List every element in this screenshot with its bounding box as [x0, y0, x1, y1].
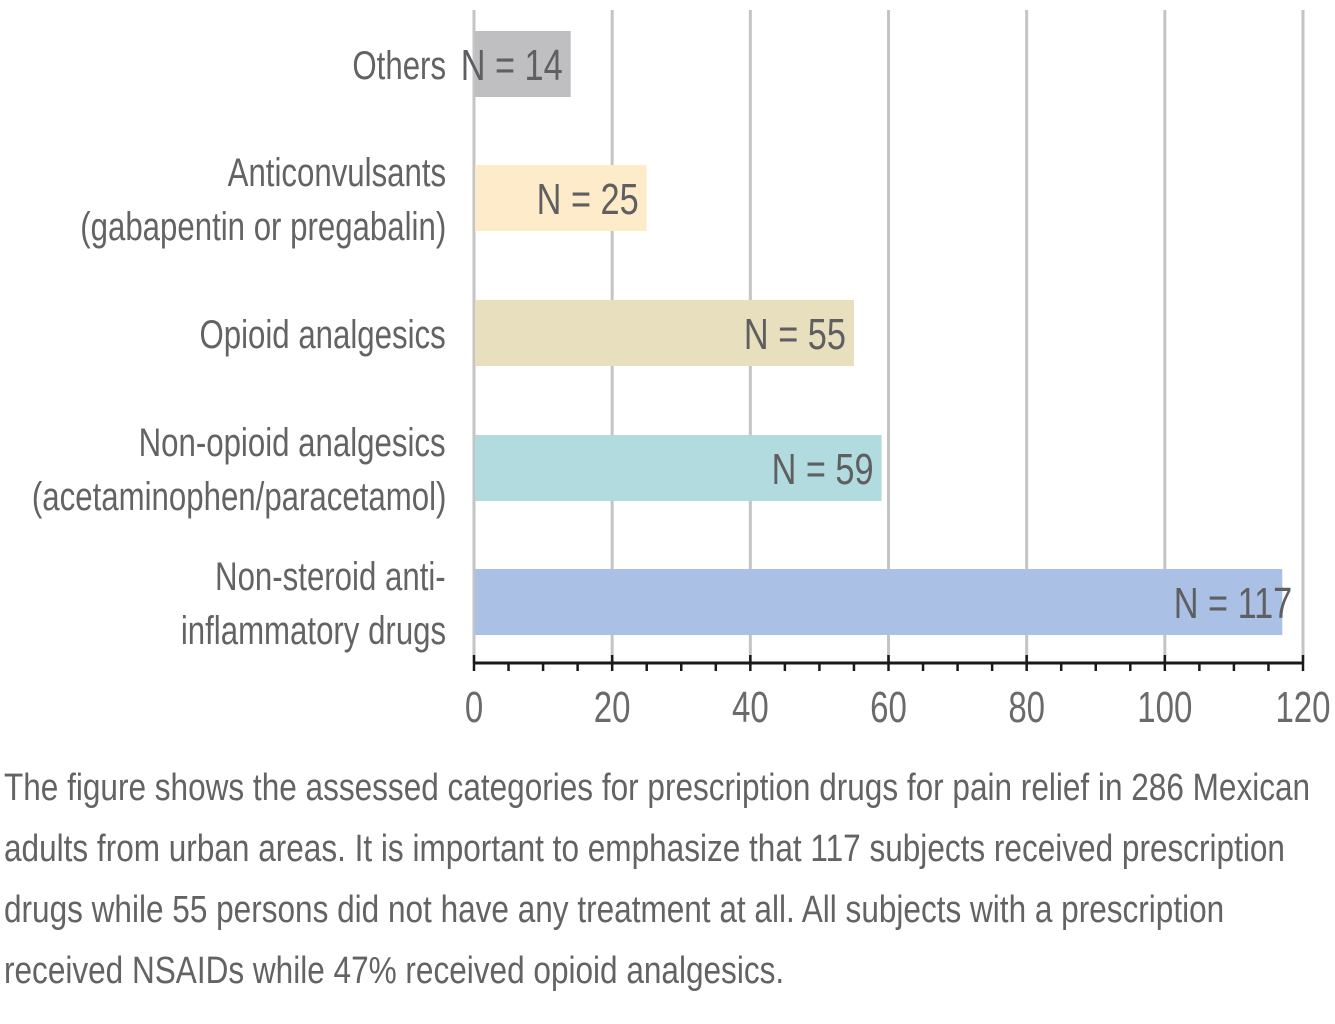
tick-label: 0: [465, 684, 483, 733]
tick-label: 80: [1008, 684, 1045, 733]
caption-line: adults from urban areas. It is important…: [4, 828, 1285, 870]
bar: [475, 569, 1283, 635]
category-label: (acetaminophen/paracetamol): [31, 475, 446, 519]
caption-line: drugs while 55 persons did not have any …: [4, 889, 1225, 931]
data-label: N = 25: [537, 175, 639, 224]
category-label: Anticonvulsants: [227, 151, 446, 195]
figure-caption: The figure shows the assessed categories…: [4, 758, 1311, 1002]
data-label: N = 117: [1174, 579, 1293, 628]
tick-label: 20: [594, 684, 631, 733]
category-label: Opioid analgesics: [199, 313, 446, 357]
bar: [475, 165, 647, 231]
category-label: inflammatory drugs: [180, 609, 446, 653]
data-labels: N = 14 N = 25 N = 55 N = 59 N = 117: [461, 41, 1293, 628]
data-label: N = 14: [461, 41, 563, 90]
x-axis: 0 20 40 60 80 100 120: [465, 655, 1331, 732]
caption-line: The figure shows the assessed categories…: [4, 767, 1311, 809]
tick-label: 60: [870, 684, 907, 733]
tick-label: 100: [1137, 684, 1192, 733]
category-label: Non-steroid anti-: [215, 555, 446, 599]
bars: [475, 31, 1283, 635]
tick-label: 120: [1275, 684, 1330, 733]
caption-line: received NSAIDs while 47% received opioi…: [4, 950, 785, 992]
bar: [475, 435, 882, 501]
data-label: N = 59: [772, 445, 874, 494]
bar: [475, 31, 571, 97]
tick-label: 40: [732, 684, 769, 733]
bar: [475, 300, 854, 366]
category-label: Others: [352, 44, 446, 88]
data-label: N = 55: [744, 310, 846, 359]
category-label: (gabapentin or pregabalin): [80, 205, 446, 249]
category-label: Non-opioid analgesics: [139, 421, 446, 465]
bar-chart: N = 14 N = 25 N = 55 N = 59 N = 117 0 20 40 60 8…: [461, 10, 1331, 732]
